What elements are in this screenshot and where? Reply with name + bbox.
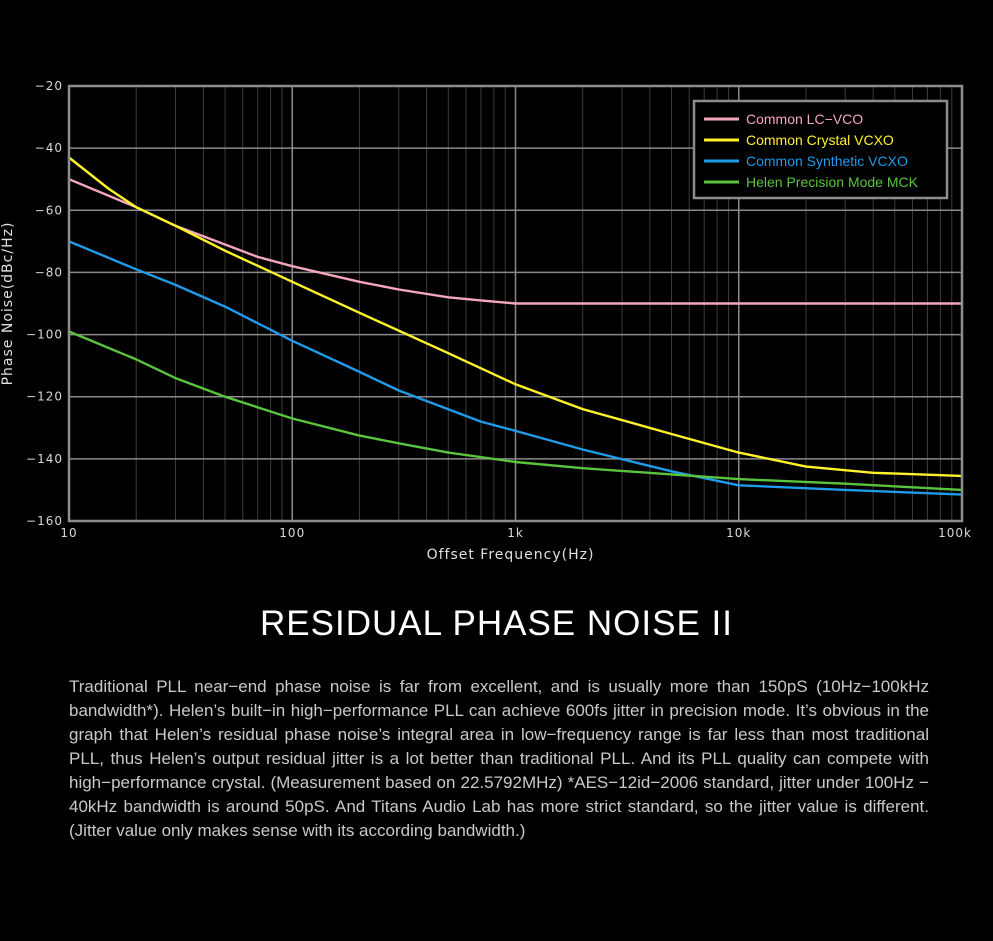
series-line [67,330,964,492]
y-axis-tick-labels: −20 −40 −60 −80 −100 −120 −140 −160 [26,79,63,528]
y-tick-label: −80 [35,265,63,279]
series-line [67,156,964,478]
chart-legend: Common LC−VCO Common Crystal VCXO Common S… [692,99,949,200]
y-axis-label: Phase Noise(dBc/Hz) [0,222,16,386]
legend-label: Common Crystal VCXO [746,132,894,148]
y-tick-label: −40 [35,141,63,155]
plot-frame [67,84,964,523]
phase-noise-chart: −20−40−60−80−100−120−140−160 10 100 1k 10k 1… [0,79,972,563]
description-paragraph: Traditional PLL near−end phase noise is … [69,677,929,840]
series-line [67,240,964,496]
section-title: RESIDUAL PHASE NOISE II [260,604,733,643]
legend-label: Common Synthetic VCXO [746,153,908,169]
x-tick-label: 10k [726,526,751,540]
x-tick-label: 100 [279,526,305,540]
legend-label: Common LC−VCO [746,111,863,127]
legend-label: Helen Precision Mode MCK [746,174,919,190]
y-tick-label: −120 [26,390,63,404]
x-tick-label: 1k [507,526,524,540]
x-axis-label: Offset Frequency(Hz) [427,547,595,563]
y-tick-label: −20 [35,79,63,93]
y-tick-label: −140 [26,452,63,466]
y-tick-label: −100 [26,328,63,342]
x-tick-label: 10 [60,526,77,540]
x-tick-label: 100k [938,526,972,540]
y-tick-label: −160 [26,514,63,528]
y-tick-label: −60 [35,203,63,217]
series-lines [67,156,964,496]
x-axis-tick-labels: 10 100 1k 10k 100k [60,526,972,540]
